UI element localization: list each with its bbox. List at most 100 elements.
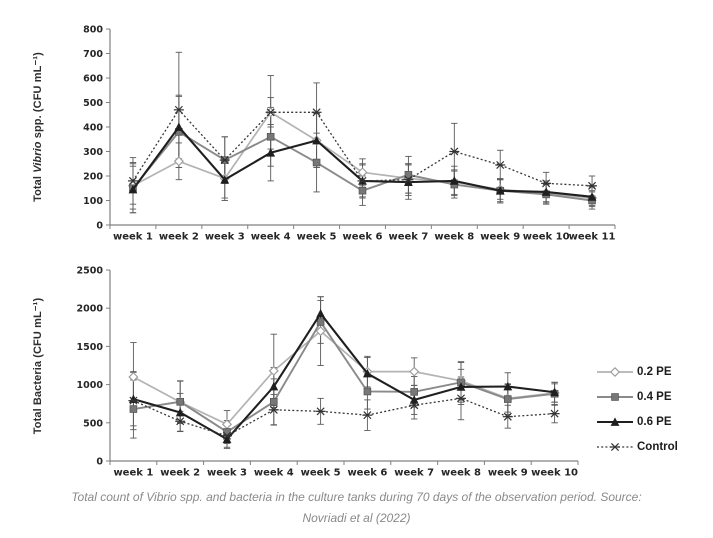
y-tick-label: 0 xyxy=(96,221,103,232)
legend: 0.2 PE 0.4 PE 0.6 PE Control xyxy=(597,359,711,459)
marker-triangle xyxy=(222,434,232,444)
error-bars-0-4-pe xyxy=(130,300,558,444)
x-tick-label: week 7 xyxy=(388,232,428,243)
marker-triangle xyxy=(503,381,513,391)
bacteria-chart: 0 500 1000 1500 2000 2500 week 1 week 2 week 3 we… xyxy=(77,266,579,479)
x-tick-label: week 1 xyxy=(113,232,153,243)
y-tick-label: 500 xyxy=(83,98,103,109)
legend-marker-sample-diamond xyxy=(597,366,633,377)
marker-square xyxy=(611,392,619,401)
y-tick-label: 100 xyxy=(83,196,103,207)
marker-xcross xyxy=(127,176,138,185)
marker-triangle xyxy=(610,416,620,426)
marker-diamond xyxy=(268,365,279,376)
caption-line-2: Novriadi et al (2022) xyxy=(302,511,411,525)
bacteria-y-axis-title: Total Bacteria (CFU mL⁻¹) xyxy=(28,266,48,466)
y-tick-label: 700 xyxy=(83,49,103,60)
marker-triangle xyxy=(404,177,413,187)
x-tick-label: week 6 xyxy=(347,468,387,479)
series-0-4-pe xyxy=(129,318,559,436)
marker-xcross xyxy=(175,417,186,426)
marker-triangle xyxy=(312,135,321,145)
legend-label: 0.4 PE xyxy=(637,390,672,403)
x-tick-label: week 4 xyxy=(251,232,291,243)
marker-triangle xyxy=(220,175,230,184)
y-tick-label: 1000 xyxy=(77,380,104,391)
axis-title-text: Total xyxy=(32,172,44,202)
legend-item-0-6-pe: 0.6 PE xyxy=(597,409,711,434)
marker-xcross xyxy=(173,105,184,114)
marker-square xyxy=(316,318,325,326)
y-tick-label: 1500 xyxy=(77,342,104,353)
marker-triangle xyxy=(550,387,559,397)
marker-triangle xyxy=(266,148,276,157)
x-tick-label: week 10 xyxy=(523,232,570,243)
series-0-6-pe xyxy=(129,308,559,444)
marker-diamond xyxy=(609,366,621,377)
marker-triangle xyxy=(449,176,459,185)
legend-marker-sample-square xyxy=(597,392,633,401)
y-tick-label: 500 xyxy=(83,418,103,429)
marker-triangle xyxy=(175,407,185,417)
marker-diamond xyxy=(173,156,184,167)
x-tick-label: week 11 xyxy=(569,232,616,243)
x-tick-label: week 6 xyxy=(343,232,383,243)
legend-marker-sample-xcross xyxy=(597,442,633,451)
series-control xyxy=(127,105,598,190)
x-tick-label: week 3 xyxy=(205,232,245,243)
axis-title-text: Total Bacteria (CFU mL⁻¹) xyxy=(32,297,44,435)
x-tick-label: week 9 xyxy=(488,468,528,479)
marker-triangle xyxy=(587,192,597,201)
marker-xcross xyxy=(357,176,368,185)
marker-xcross xyxy=(265,108,276,117)
series-line-0-4-pe xyxy=(133,320,555,434)
x-tick-label: week 3 xyxy=(207,468,247,479)
marker-triangle xyxy=(316,308,325,318)
y-tick-label: 800 xyxy=(83,25,103,36)
x-tick-label: week 1 xyxy=(113,468,153,479)
marker-xcross xyxy=(128,396,139,405)
marker-diamond xyxy=(315,326,326,337)
series-line-0-6-pe xyxy=(133,311,555,441)
marker-xcross xyxy=(456,394,466,403)
marker-xcross xyxy=(219,156,230,165)
marker-xcross xyxy=(549,409,560,418)
marker-triangle xyxy=(129,394,138,404)
marker-xcross xyxy=(449,147,460,156)
marker-square xyxy=(312,158,321,167)
marker-triangle xyxy=(269,381,279,391)
marker-triangle xyxy=(495,186,505,195)
y-tick-label: 400 xyxy=(83,123,103,134)
caption-line-1: Total count of Vibrio spp. and bacteria … xyxy=(71,490,642,504)
x-tick-label: week 2 xyxy=(159,232,199,243)
series-line-0-2-pe xyxy=(132,330,555,426)
marker-square xyxy=(129,405,138,413)
legend-marker-sample-triangle xyxy=(597,416,633,426)
marker-triangle xyxy=(456,382,466,391)
series-control xyxy=(128,394,560,440)
marker-xcross xyxy=(268,405,279,414)
axis-title-italic-text: Vibrio xyxy=(32,141,44,173)
marker-xcross xyxy=(502,412,513,421)
marker-square xyxy=(503,395,512,403)
marker-square xyxy=(410,388,419,396)
series-line-control xyxy=(133,397,555,437)
x-tick-label: week 5 xyxy=(301,468,341,479)
marker-square xyxy=(266,133,275,141)
marker-triangle xyxy=(541,187,551,196)
marker-diamond xyxy=(409,366,420,377)
x-tick-label: week 5 xyxy=(297,232,337,243)
marker-xcross xyxy=(495,160,506,169)
marker-square xyxy=(269,397,278,406)
y-tick-label: 300 xyxy=(83,147,103,158)
y-tick-label: 200 xyxy=(83,172,103,183)
y-tick-label: 600 xyxy=(83,74,103,85)
legend-label: 0.2 PE xyxy=(637,365,672,378)
error-bars-0-2-pe xyxy=(130,296,558,439)
marker-xcross xyxy=(409,401,420,410)
marker-square xyxy=(223,428,231,436)
axis-title-text: spp. (CFU mL⁻¹) xyxy=(32,52,44,142)
marker-xcross xyxy=(610,442,620,451)
